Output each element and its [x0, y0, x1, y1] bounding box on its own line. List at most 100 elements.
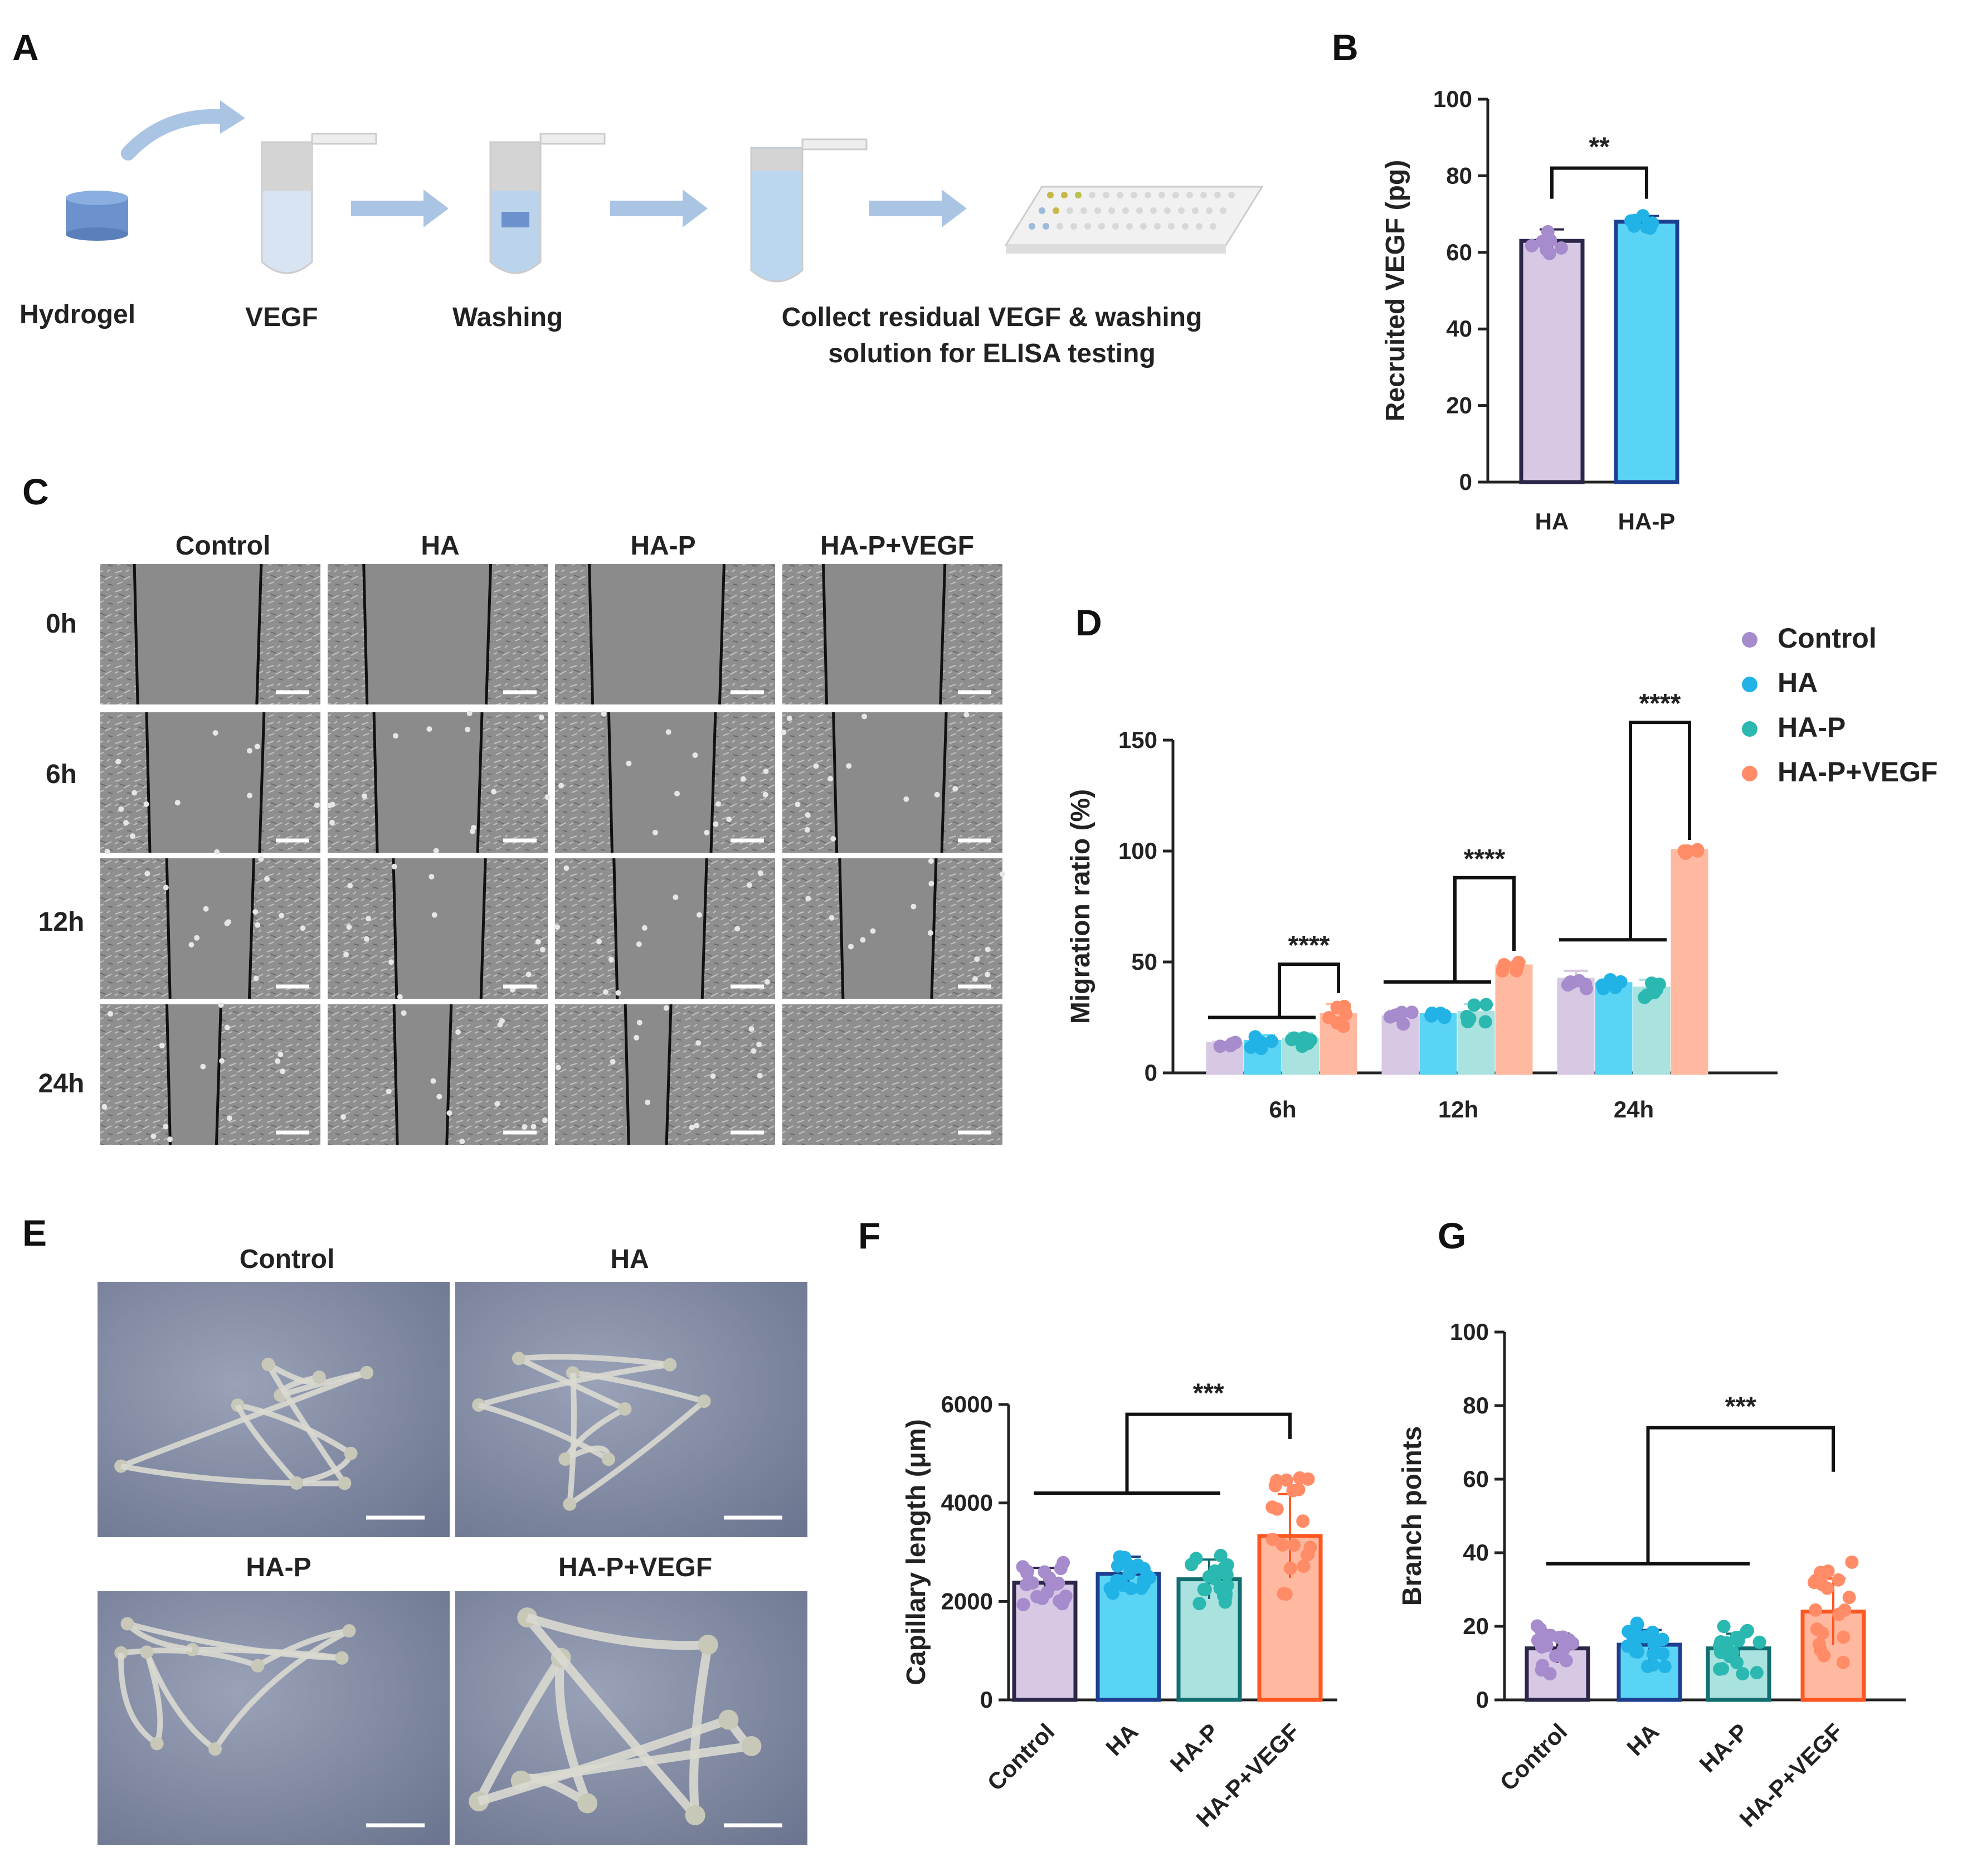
floating-cell — [813, 763, 819, 769]
scratch-edge-line — [165, 858, 172, 999]
scratch-edge-line — [165, 1004, 172, 1145]
floating-cell — [300, 925, 306, 931]
floating-cell — [972, 976, 978, 982]
floating-cell — [258, 856, 264, 862]
chart-g-HA-point — [1626, 1631, 1640, 1645]
x-tick-label: HA — [1101, 1718, 1143, 1761]
floating-cell — [615, 990, 621, 996]
significance-label: **** — [1639, 689, 1681, 718]
floating-cell — [174, 800, 181, 806]
y-tick-label: 150 — [1118, 727, 1157, 753]
chart-g-HA-P-point — [1752, 1635, 1766, 1649]
floating-cell — [491, 789, 497, 795]
floating-cell — [748, 1026, 754, 1032]
scratch-edge-line — [700, 858, 708, 999]
chart-f-HA-P+VEGF-point — [1275, 1538, 1289, 1552]
legend-label: Control — [1778, 623, 1877, 654]
cell-layer — [782, 1004, 1002, 1145]
chart-f-HA-P+VEGF-point — [1279, 1473, 1293, 1487]
branch-node — [150, 1737, 164, 1751]
chart-g-HA-point — [1646, 1658, 1660, 1672]
chart-g-Control-point — [1549, 1649, 1562, 1663]
floating-cell — [665, 729, 671, 735]
capillary-tube — [567, 1372, 577, 1505]
panel-e-label: E — [22, 1212, 47, 1253]
floating-cell — [786, 715, 792, 721]
floating-cell — [188, 942, 194, 948]
d-Control-12h-point — [1396, 1017, 1410, 1031]
micrograph-24h-Control — [100, 1002, 320, 1145]
significance-label: ** — [1589, 133, 1610, 162]
floating-cell — [689, 1124, 695, 1130]
capillary-tube — [256, 1628, 350, 1669]
branch-node — [577, 1793, 598, 1814]
elisa-plate-icon — [1004, 186, 1264, 254]
floating-cell — [388, 959, 395, 965]
floating-cell — [252, 909, 259, 915]
scratch-edge-line — [215, 1004, 222, 1145]
scratch-edge-line — [485, 563, 493, 705]
scratch-gap — [393, 858, 486, 999]
floating-cell — [386, 1088, 392, 1095]
micrograph-background — [455, 1591, 807, 1845]
scratch-edge-line — [133, 563, 139, 705]
floating-cell — [710, 1073, 716, 1079]
chart-g-HA-P+VEGF-point — [1837, 1630, 1851, 1644]
chart-g-HA-P+VEGF-point — [1814, 1643, 1828, 1657]
y-tick-label: 40 — [1446, 315, 1472, 342]
branch-node — [338, 1476, 352, 1490]
chart-g-HA-point — [1630, 1616, 1644, 1630]
scratch-edge-line — [362, 563, 369, 705]
floating-cell — [459, 1139, 465, 1145]
floating-cell — [641, 925, 647, 931]
d-HA-P-6h-point — [1285, 1033, 1299, 1047]
d-HA-24h-bar — [1595, 982, 1633, 1075]
floating-cell — [645, 1099, 651, 1105]
y-tick-label: 20 — [1446, 392, 1472, 419]
branch-node — [698, 1634, 718, 1655]
d-HA-6h-point — [1265, 1034, 1279, 1048]
scratch-edge-line — [248, 858, 256, 999]
floating-cell — [525, 971, 532, 978]
x-tick-label: HA-P — [1165, 1718, 1224, 1777]
floating-cell — [928, 858, 934, 864]
chart-f-HA-P+VEGF-point — [1297, 1559, 1311, 1573]
chart-f-HA-P+VEGF-point — [1265, 1533, 1279, 1547]
tube-micrograph — [455, 1282, 807, 1537]
floating-cell — [726, 817, 732, 823]
floating-cell — [347, 883, 353, 889]
chart-f-HA-P+VEGF-point — [1296, 1514, 1310, 1528]
y-axis-title: Branch points — [1398, 1426, 1427, 1606]
floating-cell — [827, 776, 834, 782]
chart-g-HA-P+VEGF-point — [1810, 1622, 1824, 1636]
y-tick-label: 60 — [1446, 239, 1472, 265]
significance-bracket — [1125, 1412, 1292, 1493]
floating-cell — [985, 971, 991, 978]
floating-cell — [544, 794, 551, 800]
micrograph-12h-Control — [100, 856, 320, 999]
y-tick-label: 6000 — [941, 1391, 993, 1417]
branch-node — [208, 1742, 222, 1756]
y-tick-label: 2000 — [941, 1588, 993, 1614]
floating-cell — [713, 821, 719, 827]
chart-f-HA-point — [1113, 1574, 1127, 1588]
step-label-washing: Washing — [452, 303, 563, 332]
floating-cell — [163, 884, 169, 891]
floating-cell — [494, 1101, 500, 1107]
scratch-edge-line — [479, 858, 487, 999]
panel-g-label: G — [1438, 1215, 1466, 1256]
capillary-tube — [144, 1651, 163, 1745]
capillary-tube — [478, 1715, 730, 1806]
scratch-gap — [134, 564, 261, 704]
step-label-collect-line1: Collect residual VEGF & washing — [782, 303, 1202, 332]
chart-g-HA-P+VEGF-point — [1832, 1607, 1846, 1621]
floating-cell — [433, 848, 439, 854]
floating-cell — [692, 752, 698, 759]
x-tick-label: Control — [982, 1718, 1060, 1796]
b-HA-bar — [1519, 239, 1585, 484]
chart-f-Control-point — [1021, 1564, 1035, 1578]
panel-a-label: A — [12, 27, 39, 68]
vegf-tube-icon — [261, 133, 377, 274]
floating-cell — [963, 712, 970, 718]
capillary-tube — [524, 1615, 699, 1819]
